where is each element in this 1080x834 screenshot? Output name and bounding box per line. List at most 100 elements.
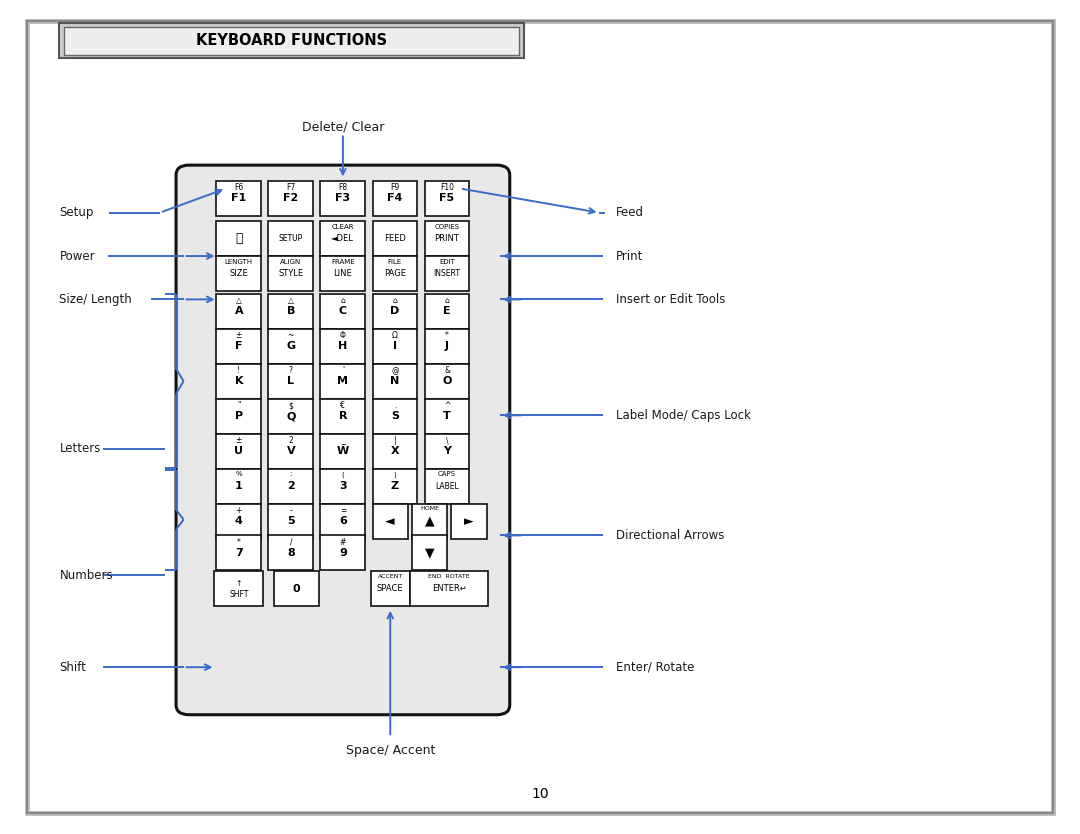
Text: Setup: Setup — [59, 206, 94, 219]
FancyBboxPatch shape — [269, 434, 313, 469]
Text: Φ: Φ — [340, 331, 346, 340]
Text: :: : — [289, 471, 292, 477]
Text: Numbers: Numbers — [59, 569, 113, 582]
FancyBboxPatch shape — [373, 294, 417, 329]
Text: .: . — [394, 401, 396, 410]
Text: EDIT: EDIT — [440, 259, 455, 264]
Text: F9: F9 — [390, 183, 400, 193]
Text: H: H — [338, 341, 348, 351]
Text: 5: 5 — [287, 516, 295, 526]
FancyBboxPatch shape — [269, 364, 313, 399]
FancyBboxPatch shape — [451, 504, 487, 539]
Text: KEYBOARD FUNCTIONS: KEYBOARD FUNCTIONS — [197, 33, 387, 48]
Text: S: S — [391, 411, 399, 421]
Text: R: R — [339, 411, 347, 421]
Text: J: J — [445, 341, 449, 351]
FancyBboxPatch shape — [216, 294, 261, 329]
Text: ACCENT: ACCENT — [378, 574, 403, 579]
Text: CAPS: CAPS — [438, 471, 456, 477]
Text: ^: ^ — [444, 401, 450, 410]
Text: Shift: Shift — [59, 661, 86, 674]
FancyBboxPatch shape — [424, 294, 470, 329]
FancyBboxPatch shape — [216, 329, 261, 364]
FancyBboxPatch shape — [424, 329, 470, 364]
Text: LABEL: LABEL — [435, 482, 459, 490]
Text: $: $ — [288, 401, 294, 410]
Text: &: & — [444, 366, 450, 375]
Text: Power: Power — [59, 249, 95, 263]
FancyBboxPatch shape — [216, 221, 261, 256]
Text: F6: F6 — [234, 183, 243, 193]
FancyBboxPatch shape — [321, 535, 365, 570]
FancyBboxPatch shape — [321, 434, 365, 469]
Text: ±: ± — [235, 436, 242, 445]
Text: ⌂: ⌂ — [340, 296, 346, 305]
FancyBboxPatch shape — [216, 535, 261, 570]
Text: CLEAR: CLEAR — [332, 224, 354, 229]
FancyBboxPatch shape — [214, 571, 264, 606]
Text: A: A — [234, 306, 243, 316]
FancyBboxPatch shape — [370, 571, 409, 606]
Text: Space/ Accent: Space/ Accent — [346, 744, 435, 757]
Text: (: ( — [341, 471, 345, 478]
FancyBboxPatch shape — [321, 469, 365, 504]
Text: INSERT: INSERT — [433, 269, 460, 278]
Text: 3: 3 — [339, 481, 347, 491]
Text: Enter/ Rotate: Enter/ Rotate — [616, 661, 694, 674]
Text: 8: 8 — [287, 548, 295, 558]
Text: F8: F8 — [338, 183, 348, 193]
Text: /: / — [289, 538, 293, 547]
FancyBboxPatch shape — [269, 181, 313, 216]
FancyBboxPatch shape — [321, 256, 365, 291]
FancyBboxPatch shape — [269, 535, 313, 570]
Text: D: D — [390, 306, 400, 316]
Text: L: L — [287, 376, 295, 386]
Text: ►: ► — [464, 515, 474, 528]
FancyBboxPatch shape — [274, 571, 319, 606]
Text: ~: ~ — [287, 331, 294, 340]
Text: +: + — [235, 506, 242, 515]
FancyBboxPatch shape — [373, 399, 417, 434]
Text: ↑
SHFT: ↑ SHFT — [229, 579, 248, 599]
FancyBboxPatch shape — [373, 469, 417, 504]
Text: V: V — [286, 446, 295, 456]
Text: ALIGN: ALIGN — [280, 259, 301, 264]
Text: FILE: FILE — [388, 259, 402, 264]
FancyBboxPatch shape — [64, 27, 519, 55]
Text: \: \ — [446, 436, 448, 445]
Text: FEED: FEED — [384, 234, 406, 243]
Text: F5: F5 — [440, 193, 455, 203]
FancyBboxPatch shape — [373, 504, 408, 539]
FancyBboxPatch shape — [410, 571, 488, 606]
Text: END  ROTATE: END ROTATE — [429, 574, 470, 579]
Text: _: _ — [341, 436, 345, 445]
FancyBboxPatch shape — [321, 294, 365, 329]
Text: Print: Print — [616, 249, 643, 263]
Text: SIZE: SIZE — [229, 269, 248, 278]
FancyBboxPatch shape — [216, 434, 261, 469]
FancyBboxPatch shape — [373, 329, 417, 364]
Text: F10: F10 — [440, 183, 454, 193]
Text: ": " — [237, 401, 241, 410]
Text: Feed: Feed — [616, 206, 644, 219]
FancyBboxPatch shape — [321, 221, 365, 256]
FancyBboxPatch shape — [216, 504, 261, 539]
Text: Label Mode/ Caps Lock: Label Mode/ Caps Lock — [616, 409, 751, 422]
Text: *: * — [445, 331, 449, 340]
FancyBboxPatch shape — [216, 399, 261, 434]
Text: COPIES: COPIES — [434, 224, 459, 229]
FancyBboxPatch shape — [424, 399, 470, 434]
Text: 7: 7 — [235, 548, 243, 558]
Text: 0: 0 — [293, 584, 300, 594]
Text: ENTER↵: ENTER↵ — [432, 585, 467, 593]
Text: =: = — [340, 506, 346, 515]
Text: U: U — [234, 446, 243, 456]
Text: ◄: ◄ — [386, 515, 395, 528]
Text: Y: Y — [443, 446, 451, 456]
Text: 4: 4 — [234, 516, 243, 526]
Text: I: I — [393, 341, 397, 351]
Text: ': ' — [342, 366, 343, 375]
Text: E: E — [443, 306, 450, 316]
FancyBboxPatch shape — [424, 364, 470, 399]
Text: O: O — [443, 376, 451, 386]
